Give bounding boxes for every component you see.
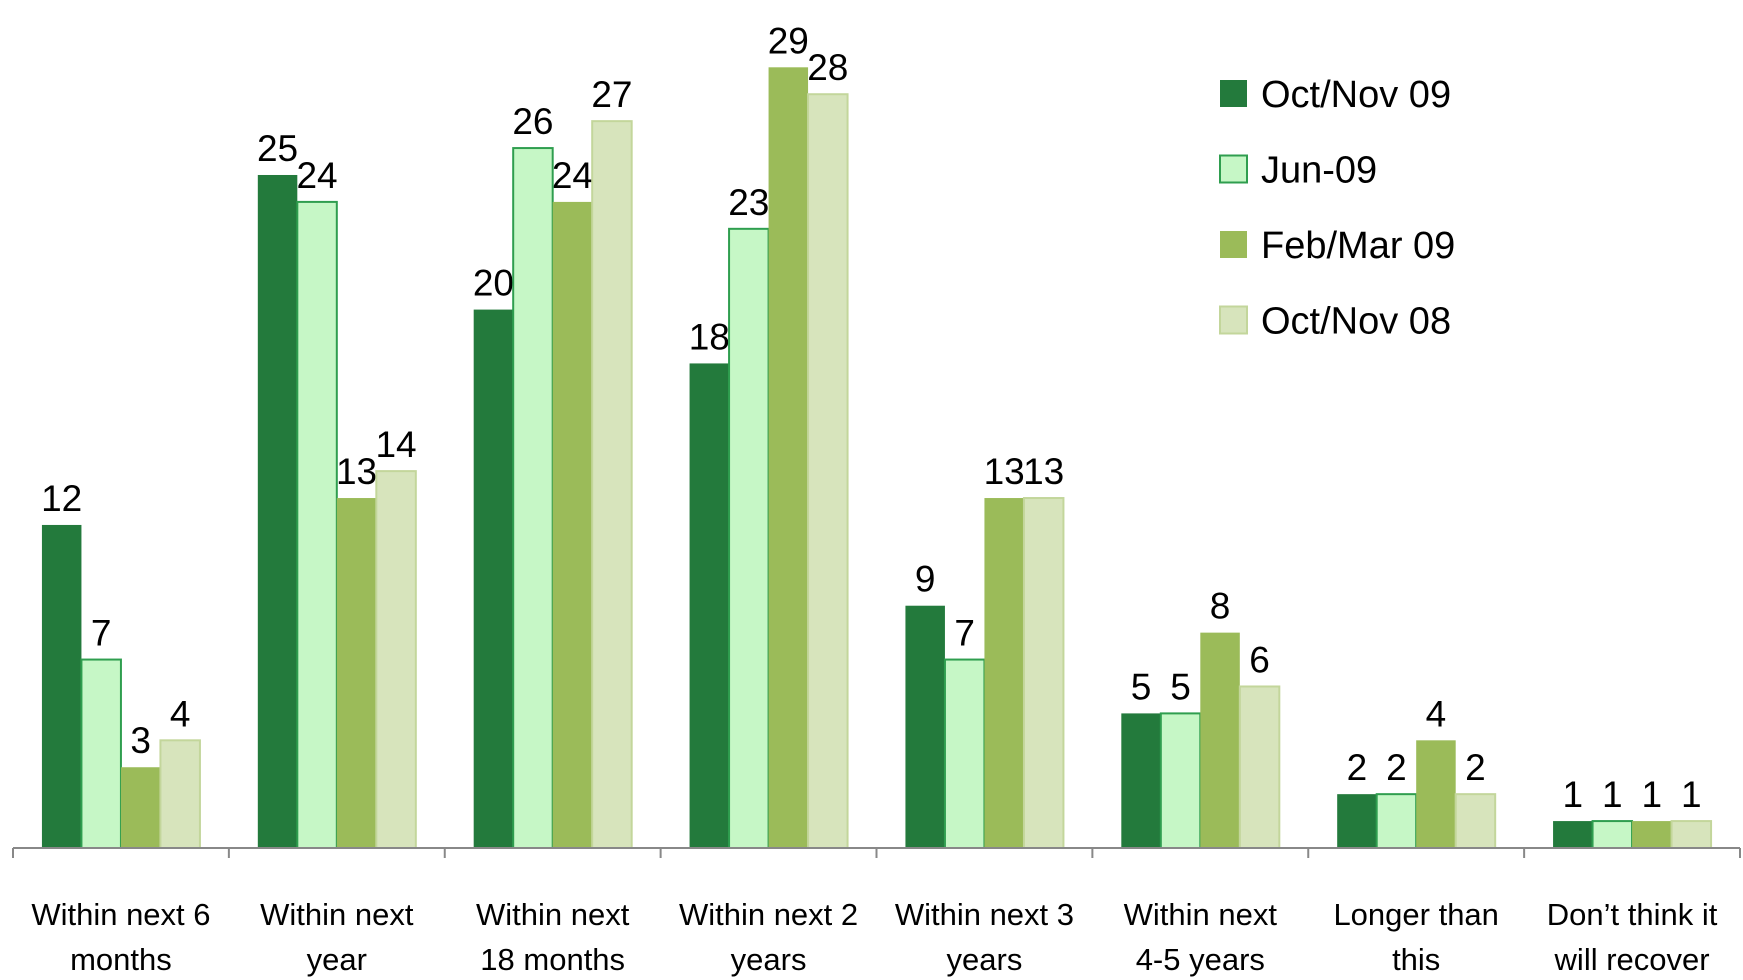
bar bbox=[1121, 713, 1161, 848]
x-tick-label: years bbox=[731, 942, 807, 977]
bar bbox=[1375, 793, 1418, 850]
bar bbox=[728, 227, 770, 850]
bar bbox=[1337, 794, 1377, 848]
legend-swatch bbox=[1220, 231, 1247, 258]
bar bbox=[1553, 821, 1593, 848]
x-tick-label: months bbox=[70, 942, 172, 977]
legend-swatch bbox=[1219, 154, 1248, 184]
x-tick-label: 4-5 years bbox=[1136, 942, 1265, 977]
bar bbox=[689, 363, 730, 848]
legend-label: Jun-09 bbox=[1261, 150, 1377, 192]
bar bbox=[1670, 820, 1713, 849]
data-label: 7 bbox=[954, 613, 975, 654]
bar bbox=[807, 93, 849, 849]
data-label: 12 bbox=[41, 478, 82, 519]
legend-label: Oct/Nov 08 bbox=[1261, 301, 1451, 343]
data-label: 4 bbox=[1426, 693, 1447, 734]
data-label: 29 bbox=[768, 20, 809, 61]
data-label: 1 bbox=[1642, 774, 1663, 815]
x-tick-label: 18 months bbox=[480, 942, 625, 977]
x-tick-label: will recover bbox=[1554, 942, 1710, 977]
bar bbox=[1416, 740, 1456, 848]
data-label: 2 bbox=[1347, 747, 1368, 788]
bar bbox=[1238, 685, 1281, 849]
data-label: 1 bbox=[1563, 774, 1584, 815]
data-label: 5 bbox=[1131, 666, 1152, 707]
data-label: 2 bbox=[1386, 747, 1407, 788]
data-label: 4 bbox=[170, 693, 191, 734]
data-label: 3 bbox=[130, 720, 151, 761]
bar bbox=[1159, 712, 1202, 850]
x-tick-label: Within next bbox=[260, 897, 414, 932]
data-label: 26 bbox=[512, 101, 553, 142]
bar bbox=[552, 201, 593, 848]
data-label: 25 bbox=[257, 128, 298, 169]
bar bbox=[257, 174, 298, 848]
bar bbox=[296, 200, 338, 849]
data-label: 28 bbox=[807, 47, 848, 88]
data-label: 9 bbox=[915, 559, 936, 600]
bar bbox=[512, 147, 554, 850]
data-label: 1 bbox=[1681, 774, 1702, 815]
x-tick-label: Within next bbox=[1124, 897, 1278, 932]
bar bbox=[1454, 793, 1497, 850]
bar bbox=[1200, 632, 1240, 848]
bar bbox=[1591, 820, 1634, 849]
x-tick-label: this bbox=[1392, 942, 1440, 977]
bar bbox=[120, 767, 161, 848]
bar bbox=[768, 67, 809, 849]
bar bbox=[159, 739, 201, 849]
x-tick-label: Within next 2 bbox=[679, 897, 858, 932]
bar bbox=[41, 524, 82, 848]
bar bbox=[1022, 497, 1065, 849]
data-label: 23 bbox=[728, 182, 769, 223]
data-label: 24 bbox=[296, 155, 337, 196]
x-tick-label: Within next 3 bbox=[895, 897, 1074, 932]
x-tick-label: Don’t think it bbox=[1547, 897, 1718, 932]
bar bbox=[1632, 821, 1672, 848]
bar bbox=[80, 658, 122, 849]
legend-label: Oct/Nov 09 bbox=[1261, 74, 1451, 116]
legend-label: Feb/Mar 09 bbox=[1261, 225, 1455, 267]
data-label: 13 bbox=[984, 451, 1025, 492]
data-label: 2 bbox=[1465, 747, 1486, 788]
x-tick-label: years bbox=[947, 942, 1023, 977]
data-label: 7 bbox=[91, 613, 112, 654]
x-tick-label: Within next bbox=[476, 897, 630, 932]
legend-swatch bbox=[1219, 305, 1248, 335]
bar bbox=[473, 309, 514, 849]
data-label: 8 bbox=[1210, 586, 1231, 627]
data-label: 18 bbox=[689, 316, 730, 357]
bar bbox=[591, 120, 633, 849]
bar bbox=[375, 470, 417, 849]
data-label: 13 bbox=[336, 451, 377, 492]
legend-swatch bbox=[1220, 80, 1247, 107]
data-label: 24 bbox=[552, 155, 593, 196]
x-tick-label: Longer than bbox=[1333, 897, 1498, 932]
data-label: 20 bbox=[473, 263, 514, 304]
data-label: 27 bbox=[591, 74, 632, 115]
data-label: 14 bbox=[375, 424, 416, 465]
data-label: 5 bbox=[1170, 666, 1191, 707]
x-tick-label: Within next 6 bbox=[31, 897, 210, 932]
data-label: 13 bbox=[1023, 451, 1064, 492]
bar bbox=[905, 605, 945, 848]
data-label: 6 bbox=[1249, 639, 1270, 680]
bar bbox=[943, 658, 986, 849]
bar bbox=[984, 498, 1024, 848]
x-tick-label: year bbox=[307, 942, 367, 977]
bar bbox=[336, 498, 377, 848]
data-label: 1 bbox=[1602, 774, 1623, 815]
